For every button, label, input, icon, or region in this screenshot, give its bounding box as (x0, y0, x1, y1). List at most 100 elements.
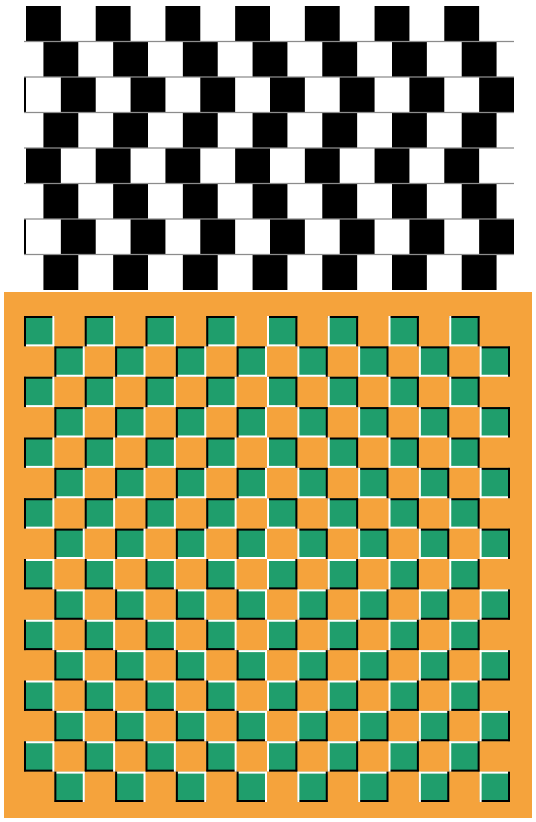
checker-cell-orange (54, 619, 85, 651)
checker-cell-green (175, 346, 207, 377)
checker-cell-orange (449, 346, 480, 377)
checker-cell-green (358, 346, 389, 377)
cafe-wall-tile (409, 219, 445, 255)
checker-cell-orange (388, 407, 419, 438)
cafe-wall-tile (444, 6, 480, 42)
cafe-wall-tile (182, 254, 218, 290)
cafe-wall-tile (270, 77, 305, 113)
checker-cell-green (297, 650, 328, 681)
checker-cell-green (418, 589, 450, 620)
checker-cell-green (206, 498, 237, 529)
checker-cell-green (358, 771, 389, 802)
checker-cell-orange (297, 498, 328, 529)
checker-cell-orange (145, 650, 176, 681)
checker-cell-green (297, 589, 328, 620)
checker-cell-green (418, 650, 450, 681)
checker-cell-green (115, 346, 146, 377)
checker-cell-orange (206, 710, 237, 742)
checker-cell-green (449, 559, 480, 590)
checker-cell-green (175, 467, 207, 499)
checker-cell-green (449, 316, 480, 347)
checker-cell-green (358, 528, 389, 559)
cafe-wall-tile (479, 219, 514, 255)
cafe-wall-tile (60, 77, 96, 113)
cafe-wall-tile (461, 112, 497, 148)
checker-cell-orange (236, 498, 267, 529)
checker-cell-green (84, 559, 116, 590)
cafe-wall-tile (392, 183, 427, 219)
checker-cell-orange (327, 650, 359, 681)
checker-cell-green (24, 376, 55, 408)
checker-cell-green (115, 650, 146, 681)
checker-cell-orange (175, 680, 207, 711)
checker-cell-green (267, 559, 298, 590)
checker-cell-orange (327, 467, 359, 499)
cafe-wall-tile (392, 254, 427, 290)
checker-cell-green (388, 437, 419, 468)
cafe-wall-tile (322, 41, 358, 77)
checker-cell-green (267, 741, 298, 772)
checker-cell-green (236, 650, 267, 681)
checker-cell-green (206, 680, 237, 711)
checker-cell-green (84, 741, 116, 772)
checker-cell-green (267, 498, 298, 529)
checker-cell-orange (297, 376, 328, 408)
checker-cell-orange (54, 680, 85, 711)
checker-cell-green (24, 559, 55, 590)
checker-cell-green (449, 680, 480, 711)
checker-cell-green (175, 650, 207, 681)
checker-cell-green (327, 498, 359, 529)
checker-cell-green (479, 528, 510, 559)
checker-cell-orange (24, 771, 55, 802)
checker-cell-orange (175, 498, 207, 529)
checker-cell-green (24, 498, 55, 529)
checker-cell-green (54, 650, 85, 681)
checker-cell-green (145, 741, 176, 772)
checker-cell-orange (418, 680, 450, 711)
checker-cell-green (418, 710, 450, 742)
checker-cell-orange (54, 376, 85, 408)
checker-cell-green (267, 316, 298, 347)
checker-cell-green (449, 498, 480, 529)
checker-cell-green (297, 771, 328, 802)
checker-cell-green (388, 316, 419, 347)
checker-cell-green (297, 467, 328, 499)
checker-cell-orange (145, 771, 176, 802)
checker-cell-orange (358, 316, 389, 347)
checker-cell-orange (297, 316, 328, 347)
checker-cell-orange (418, 741, 450, 772)
cafe-wall-tile (339, 219, 375, 255)
checker-cell-orange (175, 376, 207, 408)
cafe-wall-tile (24, 219, 26, 255)
checker-cell-green (267, 680, 298, 711)
cafe-wall-tile (43, 254, 79, 290)
checker-cell-green (236, 467, 267, 499)
checker-cell-orange (479, 559, 510, 590)
checker-cell-orange (175, 559, 207, 590)
checker-cell-orange (206, 771, 237, 802)
cafe-wall-tile (200, 219, 236, 255)
checker-cell-orange (479, 680, 510, 711)
checker-cell-green (327, 376, 359, 408)
checker-cell-green (358, 710, 389, 742)
checker-cell-green (206, 741, 237, 772)
checker-cell-green (206, 437, 237, 468)
checker-cell-orange (449, 650, 480, 681)
checker-cell-orange (145, 467, 176, 499)
checker-cell-green (236, 346, 267, 377)
cafe-wall-tile (95, 6, 131, 42)
checker-cell-orange (418, 376, 450, 408)
checker-cell-orange (54, 437, 85, 468)
checker-cell-green (267, 619, 298, 651)
checker-cell-green (297, 528, 328, 559)
checker-cell-orange (84, 589, 116, 620)
checker-cell-orange (175, 316, 207, 347)
cafe-wall-tile (235, 6, 270, 42)
checker-cell-orange (418, 316, 450, 347)
checker-cell-green (236, 771, 267, 802)
checker-cell-orange (388, 346, 419, 377)
checker-cell-green (236, 589, 267, 620)
checker-cell-orange (54, 741, 85, 772)
cafe-wall-tile (479, 77, 514, 113)
checker-cell-orange (175, 437, 207, 468)
